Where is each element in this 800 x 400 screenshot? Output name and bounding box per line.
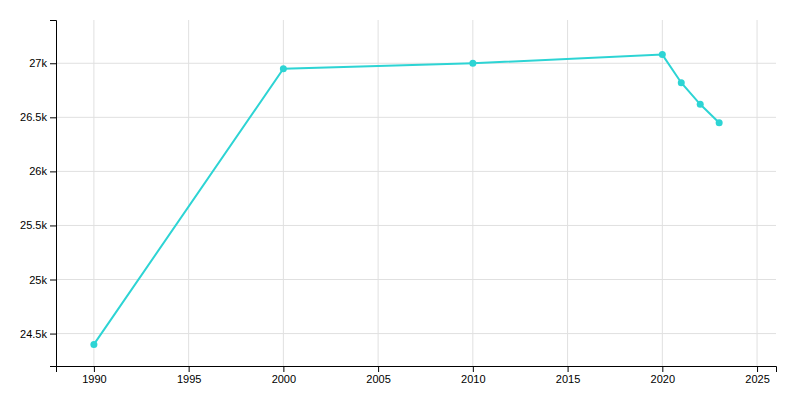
x-tick-label: 2025: [745, 373, 769, 385]
y-axis-line: [50, 21, 57, 367]
marks: [90, 51, 722, 348]
grid-line-x: [567, 20, 568, 366]
x-axis: 1990 1995 2000 2005 2010 2015 2020 2025: [57, 366, 777, 385]
grid-line-x: [662, 20, 663, 366]
grid-line-x: [472, 20, 473, 366]
y-tick-mark: [50, 225, 56, 226]
x-tick: 2010: [461, 366, 485, 385]
y-tick-label: 26k: [29, 165, 47, 177]
x-tick-mark: [662, 366, 663, 372]
x-tick-mark: [378, 366, 379, 372]
grid-line-x: [757, 20, 758, 366]
x-tick-label: 2005: [366, 373, 390, 385]
y-tick-label: 26.5k: [20, 111, 47, 123]
grid-line-x: [188, 20, 189, 366]
x-tick-label: 2000: [272, 373, 296, 385]
x-axis-line: [57, 367, 777, 373]
y-tick: 26.5k: [20, 111, 56, 123]
point: [280, 65, 287, 72]
x-tick-label: 2020: [651, 373, 675, 385]
x-tick-label: 2010: [461, 373, 485, 385]
grid-line-y: [56, 333, 776, 334]
y-axis: 24.5k 25k 25.5k 26k 26.5k 27k: [20, 21, 56, 367]
y-tick: 26k: [29, 165, 56, 177]
y-tick-label: 27k: [29, 57, 47, 69]
x-tick-mark: [473, 366, 474, 372]
x-tick: 2020: [651, 366, 675, 385]
y-tick-mark: [50, 171, 56, 172]
grid-line-x: [93, 20, 94, 366]
x-tick: 1995: [177, 366, 201, 385]
point: [678, 79, 685, 86]
chart-svg: 1990 1995 2000 2005 2010 2015 2020 2025 24.5k 25k…: [0, 0, 800, 400]
x-tick-mark: [757, 366, 758, 372]
grid-line-x: [378, 20, 379, 366]
x-tick-mark: [283, 366, 284, 372]
x-tick: 2000: [272, 366, 296, 385]
x-tick: 2005: [366, 366, 390, 385]
grid-line-y: [56, 279, 776, 280]
grid-line-y: [56, 225, 776, 226]
y-tick-mark: [50, 117, 56, 118]
point: [90, 341, 97, 348]
y-tick: 27k: [29, 57, 56, 69]
point: [716, 119, 723, 126]
grid: [56, 20, 776, 366]
grid-line-y: [56, 171, 776, 172]
y-tick: 25.5k: [20, 219, 56, 231]
x-tick-mark: [189, 366, 190, 372]
point: [469, 60, 476, 67]
x-tick: 2025: [745, 366, 769, 385]
line: [94, 55, 719, 345]
x-tick-label: 1990: [82, 373, 106, 385]
y-tick-label: 25.5k: [20, 219, 47, 231]
grid-line-y: [56, 117, 776, 118]
y-tick-label: 25k: [29, 274, 47, 286]
point: [697, 101, 704, 108]
point: [659, 51, 666, 58]
x-tick: 2015: [556, 366, 580, 385]
y-tick-mark: [50, 63, 56, 64]
y-tick: 25k: [29, 274, 56, 286]
chart-container: 1990 1995 2000 2005 2010 2015 2020 2025 24.5k 25k…: [0, 0, 800, 400]
x-tick-mark: [568, 366, 569, 372]
y-tick-mark: [50, 334, 56, 335]
x-tick: 1990: [82, 366, 106, 385]
x-tick-label: 2015: [556, 373, 580, 385]
x-tick-mark: [94, 366, 95, 372]
y-tick: 24.5k: [20, 328, 56, 340]
y-tick-mark: [50, 280, 56, 281]
x-tick-label: 1995: [177, 373, 201, 385]
y-tick-label: 24.5k: [20, 328, 47, 340]
